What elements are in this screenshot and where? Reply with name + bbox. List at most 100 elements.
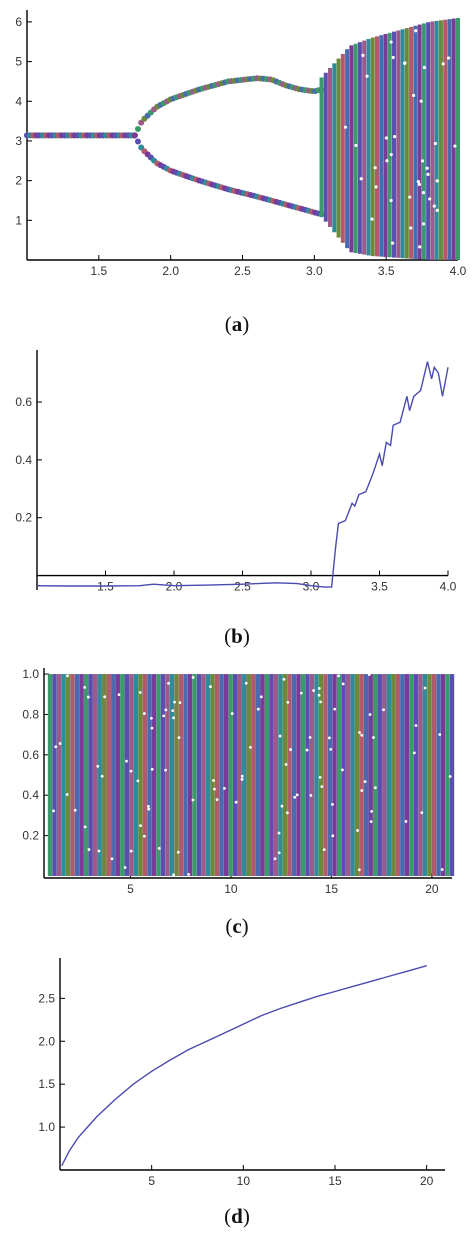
data-strip: [196, 674, 202, 876]
data-strip: [251, 674, 256, 876]
data-strip: [323, 674, 328, 876]
gap-point: [280, 804, 284, 808]
gap-point: [129, 769, 133, 773]
gap-point: [100, 774, 104, 778]
gap-point: [423, 686, 427, 690]
data-strip: [300, 674, 306, 876]
data-strip: [400, 674, 405, 876]
x-tick-label: 2.0: [166, 580, 183, 594]
data-strip: [92, 674, 98, 876]
data-strip: [242, 674, 247, 876]
gap-point: [389, 152, 393, 157]
y-tick-label: 0.2: [22, 829, 39, 843]
data-strip: [83, 674, 89, 876]
gap-point: [215, 798, 219, 802]
gap-point: [97, 849, 101, 853]
caption-a: (a): [224, 312, 250, 336]
gap-point: [125, 759, 128, 763]
gap-point: [87, 848, 91, 851]
series-line: [61, 965, 427, 1167]
gap-point: [426, 172, 430, 176]
data-strip: [354, 674, 360, 876]
y-tick-label: 2.5: [38, 991, 55, 1005]
data-strip: [273, 674, 279, 876]
gap-point: [83, 685, 87, 689]
gap-point: [414, 29, 418, 33]
gap-point: [157, 847, 161, 850]
gap-point: [369, 820, 373, 823]
gap-point: [295, 793, 299, 797]
data-strip: [328, 68, 333, 227]
gap-point: [142, 834, 146, 838]
panel-d: 5 10 15 20 1.0 1.5 2.0 2.5: [0, 950, 474, 1190]
data-strip: [350, 674, 355, 876]
data-strip: [178, 674, 184, 876]
gap-point: [147, 807, 151, 811]
data-strip: [417, 24, 422, 260]
panel-c: 5 10 15 20 0.2 0.4 0.6 0.8 1.0: [0, 660, 474, 910]
gap-point: [393, 134, 397, 139]
gap-point: [447, 56, 451, 60]
data-strip: [246, 674, 251, 876]
data-strip: [183, 674, 188, 876]
gap-point: [164, 708, 168, 712]
data-strip: [383, 33, 388, 257]
data-strip: [362, 40, 367, 255]
data-strip: [431, 674, 437, 876]
data-strip: [443, 19, 448, 261]
data-strip: [341, 674, 346, 876]
gap-point: [289, 748, 292, 751]
data-strip: [404, 674, 410, 876]
gap-point: [52, 809, 56, 813]
data-strip: [418, 674, 423, 876]
data-strip: [373, 674, 378, 876]
gap-point: [408, 195, 412, 199]
data-strip: [345, 49, 350, 249]
growth-line-chart: 5 10 15 20 1.0 1.5 2.0 2.5: [38, 958, 445, 1188]
data-strip: [151, 674, 157, 876]
data-strip: [255, 674, 260, 876]
gap-point: [428, 197, 432, 201]
data-strip: [201, 674, 206, 876]
gap-point: [150, 716, 153, 720]
gap-point: [438, 733, 442, 736]
scatter-points: [24, 17, 460, 261]
data-strip: [106, 674, 111, 876]
data-strip: [138, 674, 143, 876]
dense-scatter-chart: 5 10 15 20 0.2 0.4 0.6 0.8 1.0: [22, 667, 455, 896]
gap-point: [172, 873, 175, 877]
data-strip: [374, 36, 379, 257]
data-strip: [291, 674, 297, 876]
data-strip: [124, 674, 130, 876]
x-tick-label: 10: [237, 1174, 251, 1188]
data-strip: [129, 674, 134, 876]
data-strip: [395, 674, 401, 876]
gap-point: [319, 700, 322, 704]
gap-point: [404, 820, 408, 823]
data-strip: [400, 29, 405, 259]
gap-point: [363, 780, 367, 784]
gap-point: [178, 701, 182, 705]
data-strip: [363, 674, 369, 876]
gap-point: [385, 159, 389, 163]
data-strip: [56, 674, 62, 876]
gap-point: [368, 713, 372, 716]
gap-point: [172, 716, 175, 720]
data-strip: [434, 20, 439, 260]
data-strip: [382, 674, 387, 876]
gap-point: [299, 691, 303, 695]
data-strip: [353, 43, 358, 254]
x-tick-label: 10: [224, 882, 238, 896]
gap-point: [420, 811, 424, 815]
data-point: [134, 125, 141, 132]
data-strip: [287, 674, 292, 876]
data-strip: [223, 674, 229, 876]
gap-point: [409, 226, 413, 230]
data-strip: [436, 674, 441, 876]
data-strip: [430, 21, 435, 260]
x-tick-label: 3.0: [303, 580, 320, 594]
gap-point: [240, 774, 244, 778]
y-tick-label: 4: [15, 94, 22, 108]
gap-point: [249, 746, 252, 749]
data-strip: [160, 674, 166, 876]
